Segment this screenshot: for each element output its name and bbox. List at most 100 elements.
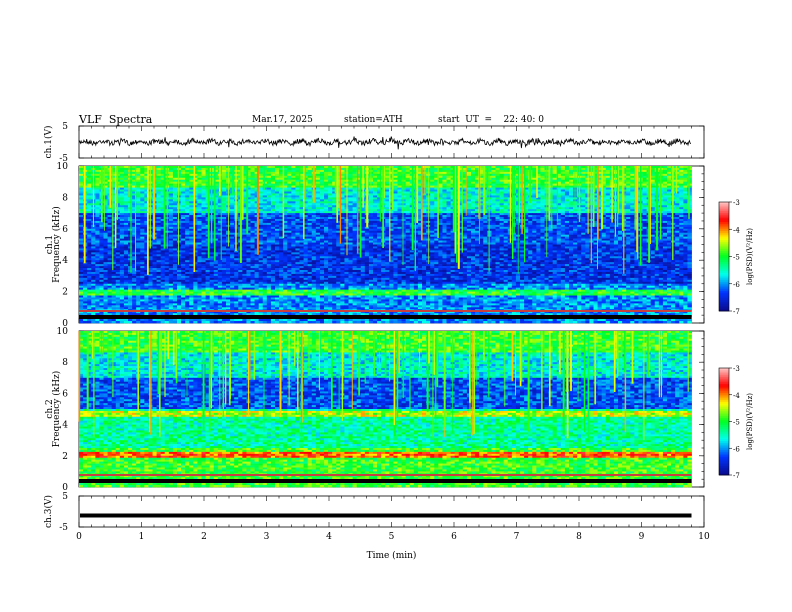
spectrogram-cell xyxy=(679,195,684,198)
spectrogram-cell xyxy=(368,193,374,196)
spectrogram-cell xyxy=(279,191,284,194)
spectrogram-cell xyxy=(564,177,570,181)
spectrogram-cell xyxy=(368,218,374,222)
spectrogram-cell xyxy=(495,207,500,210)
spectrogram-cell xyxy=(458,201,464,204)
spectrogram-cell xyxy=(332,169,337,173)
spectrogram-cell xyxy=(413,207,419,210)
spectrogram-cell xyxy=(172,171,178,175)
spectrogram-cell xyxy=(221,169,227,173)
spectrogram-cell xyxy=(593,217,598,220)
spectrogram-cell xyxy=(430,201,435,204)
spectrogram-cell xyxy=(597,181,603,184)
spectrogram-cell xyxy=(168,167,174,171)
spectrogram-cell xyxy=(483,179,488,182)
y-axis-label: ch.3(V) xyxy=(43,495,54,528)
spectrogram-cell xyxy=(87,195,92,198)
spectrogram-cell xyxy=(373,183,378,186)
spectrogram-cell xyxy=(564,217,570,220)
spectrogram-cell xyxy=(246,171,251,175)
spectrogram-cell xyxy=(475,189,480,192)
spectrogram-cell xyxy=(332,211,337,214)
spectrogram-cell xyxy=(466,205,472,208)
spectrogram-cell xyxy=(295,207,300,210)
spectrogram-cell xyxy=(262,195,268,198)
spectrogram-cell xyxy=(426,191,431,194)
spectrogram-cell xyxy=(613,167,619,171)
spectrogram-cell xyxy=(422,220,427,224)
spectrogram-cell xyxy=(230,195,235,198)
spectrogram-cell xyxy=(569,173,574,177)
spectrogram-cell xyxy=(401,201,407,204)
spectrogram-cell xyxy=(242,173,247,177)
spectrogram-cell xyxy=(140,217,145,220)
spectrogram-cell xyxy=(119,215,125,218)
spectrogram-cell xyxy=(430,181,435,184)
spectrogram-cell xyxy=(197,201,202,204)
spectrogram-cell xyxy=(177,207,182,210)
spectrogram-cell xyxy=(393,215,398,218)
spectrogram-cell xyxy=(213,207,219,210)
spectrogram-cell xyxy=(295,177,300,181)
spectrogram-cell xyxy=(319,166,325,169)
spectrogram-cell xyxy=(422,215,427,218)
spectrogram-cell xyxy=(315,209,321,212)
spectrogram-cell xyxy=(197,217,202,220)
spectrogram-cell xyxy=(613,187,619,190)
spectrogram-cell xyxy=(95,211,100,214)
spectrogram-cell xyxy=(189,205,194,208)
spectrogram-cell xyxy=(560,193,566,196)
spectrogram-cell xyxy=(540,199,545,202)
spectrogram-cell xyxy=(144,195,149,198)
spectrogram-cell xyxy=(123,205,129,208)
spectrogram-cell xyxy=(287,217,292,220)
spectrogram-cell xyxy=(564,199,570,202)
spectrogram-cell xyxy=(483,169,488,173)
spectrogram-cell xyxy=(675,218,680,222)
spectrogram-cell xyxy=(230,217,235,220)
spectrogram-cell xyxy=(79,191,84,194)
spectrogram-cell xyxy=(315,199,321,202)
spectrogram-cell xyxy=(548,183,554,186)
spectrogram-cell xyxy=(136,207,141,210)
spectrogram-cell xyxy=(601,197,607,200)
spectrogram-cell xyxy=(524,209,529,212)
spectrogram-cell xyxy=(136,181,141,184)
spectrogram-cell xyxy=(328,203,333,206)
spectrogram-cell xyxy=(279,220,284,224)
spectrogram-cell xyxy=(642,175,647,179)
spectrogram-cell xyxy=(197,173,202,177)
spectrogram-cell xyxy=(377,220,382,224)
spectrogram-cell xyxy=(275,193,280,196)
spectrogram-cell xyxy=(605,218,611,222)
spectrogram-cell xyxy=(446,189,451,192)
spectrogram-cell xyxy=(262,209,268,212)
spectrogram-cell xyxy=(618,169,623,173)
spectrogram-cell xyxy=(540,189,545,192)
spectrogram-cell xyxy=(193,167,198,171)
spectrogram-cell xyxy=(242,205,247,208)
spectrogram-cell xyxy=(503,220,509,224)
spectrogram-cell xyxy=(536,207,541,210)
spectrogram-cell xyxy=(140,167,145,171)
spectrogram-cell xyxy=(123,166,129,169)
spectrogram-cell xyxy=(156,187,162,190)
spectrogram-cell xyxy=(279,207,284,210)
spectrogram-cell xyxy=(136,175,141,179)
spectrogram-cell xyxy=(564,166,570,169)
spectrogram-cell xyxy=(475,181,480,184)
spectrogram-cell xyxy=(442,167,447,171)
spectrogram-cell xyxy=(311,218,317,222)
spectrogram-cell xyxy=(79,222,84,226)
spectrogram-cell xyxy=(532,211,537,214)
spectrogram-cell xyxy=(324,222,329,226)
spectrogram-cell xyxy=(662,177,668,181)
spectrogram-cell xyxy=(262,189,268,192)
spectrogram-cell xyxy=(389,213,394,216)
spectrogram-cell xyxy=(426,183,431,186)
spectrogram-cell xyxy=(185,185,190,188)
spectrogram-cell xyxy=(642,181,647,184)
spectrogram-cell xyxy=(536,177,541,181)
spectrogram-cell xyxy=(573,217,578,220)
spectrogram-cell xyxy=(295,187,300,190)
